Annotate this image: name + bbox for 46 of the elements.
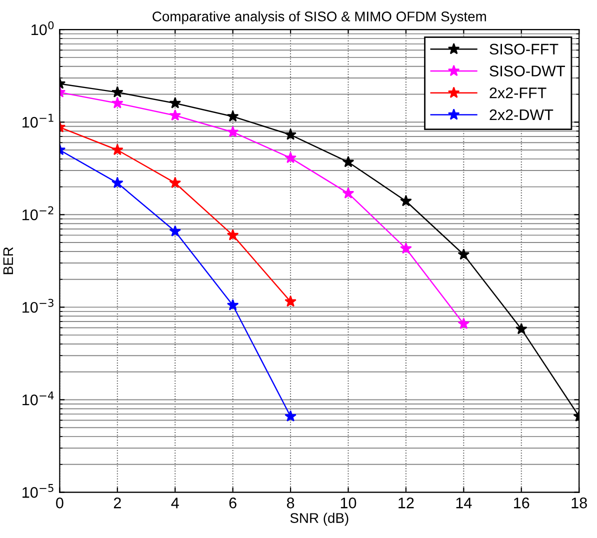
y-tick-label: 10$^{−3}$ [22, 298, 54, 313]
x-tick-label: 6 [229, 498, 236, 508]
y-tick-label: 10$^{0}$ [32, 21, 54, 36]
legend-label: SISO-DWT [490, 66, 565, 76]
point [112, 176, 124, 188]
y-tick-label: 10$^{−1}$ [22, 114, 54, 128]
point [284, 152, 296, 164]
point [458, 248, 470, 260]
point [169, 97, 182, 108]
x-tick-label: 16 [514, 498, 530, 508]
point [169, 109, 182, 121]
x-tick-label: 14 [456, 498, 472, 508]
x-tick-label: 8 [286, 498, 294, 508]
x-tick-label: 2 [114, 498, 121, 508]
point [515, 322, 528, 334]
point [226, 229, 239, 240]
x-axis-title: SNR (dB) [290, 512, 348, 526]
y-tick-label: 10$^{−2}$ [22, 206, 54, 220]
point [226, 299, 239, 310]
x-tick-label: 12 [398, 498, 414, 508]
point [226, 126, 239, 138]
point [112, 86, 124, 98]
x-tick-label: 0 [56, 498, 64, 508]
point [342, 156, 354, 168]
x-tick-label: 10 [340, 498, 356, 508]
legend-label: SISO-FFT [490, 44, 558, 55]
point [458, 318, 470, 330]
x-tick-label: 4 [171, 498, 179, 508]
y-axis-title: BER [3, 247, 13, 274]
point [284, 128, 296, 140]
y-tick-label: 10$^{−5}$ [22, 484, 54, 498]
legend-label: 2x2-FFT [490, 88, 546, 98]
point [112, 97, 124, 108]
chart-title: Comparative analysis of SISO & MIMO OFDM System [152, 11, 486, 24]
y-tick-label: 10$^{−4}$ [22, 392, 54, 406]
point [226, 110, 239, 122]
point [400, 194, 412, 206]
legend-label: 2x2-DWT [490, 109, 554, 120]
point [400, 242, 412, 254]
point [112, 144, 124, 156]
x-tick-label: 18 [572, 498, 587, 508]
point [284, 410, 296, 422]
point [284, 295, 296, 307]
point [169, 225, 182, 236]
point [342, 187, 354, 198]
point [169, 176, 182, 188]
